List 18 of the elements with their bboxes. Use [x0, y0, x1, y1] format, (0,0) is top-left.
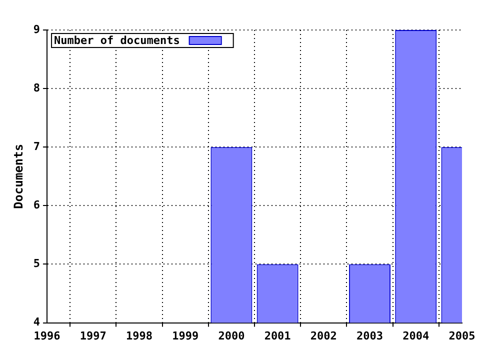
x-tick-label: 1997 [80, 329, 106, 342]
y-axis-title: Documents [11, 144, 26, 209]
x-tick-label: 2005 [448, 329, 476, 342]
y-tick-label: 8 [33, 81, 40, 94]
y-tick-label: 9 [33, 22, 40, 36]
x-tick-label: 2004 [402, 329, 430, 342]
x-tick-label: 2001 [264, 329, 292, 342]
y-tick-label: 5 [33, 257, 40, 270]
x-tick-label: 2000 [218, 329, 245, 342]
x-tick-label: 2002 [310, 329, 337, 342]
y-tick-label: 4 [33, 316, 40, 329]
legend-label: Number of documents [54, 34, 180, 47]
y-tick-label: 6 [33, 198, 40, 212]
x-tick-label: 1996 [34, 329, 61, 342]
x-tick-label: 2003 [356, 329, 384, 342]
y-tick-label: 7 [33, 140, 40, 153]
x-tick-label: 1999 [172, 329, 199, 342]
x-tick-label: 1998 [126, 329, 152, 342]
